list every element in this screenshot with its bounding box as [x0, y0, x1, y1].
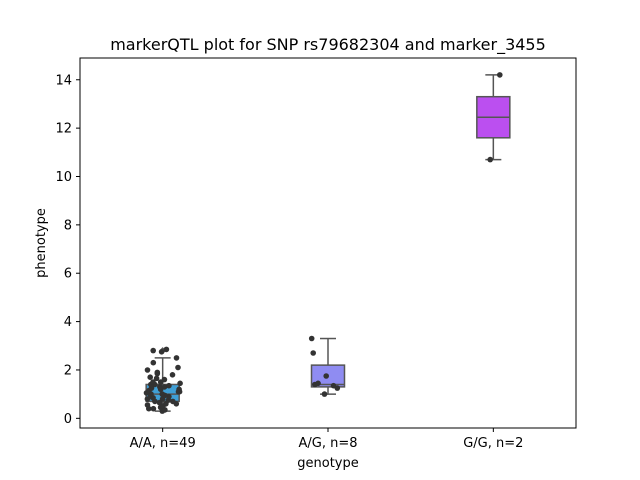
y-tick-label: 2 — [64, 363, 72, 378]
data-point — [315, 380, 321, 387]
data-point — [323, 373, 330, 379]
data-point — [157, 384, 163, 390]
data-point — [169, 372, 176, 378]
data-point — [153, 375, 160, 382]
y-tick-label: 10 — [55, 170, 72, 185]
data-point — [150, 405, 157, 412]
data-point — [161, 384, 168, 390]
box-group — [476, 74, 511, 161]
data-point — [321, 391, 328, 397]
data-point — [166, 382, 172, 389]
data-point — [147, 374, 153, 381]
data-point — [175, 364, 181, 371]
data-point — [310, 350, 317, 356]
data-point — [150, 359, 157, 366]
data-point — [150, 347, 156, 354]
data-point — [163, 346, 170, 353]
data-point — [497, 72, 503, 78]
strip-points — [487, 72, 503, 163]
y-axis-label: phenotype — [34, 208, 49, 278]
data-point — [487, 156, 494, 163]
data-point — [154, 369, 161, 376]
x-tick-label: A/A, n=49 — [130, 436, 196, 451]
y-tick-label: 8 — [64, 218, 72, 233]
plot-content — [143, 72, 511, 414]
strip-points — [143, 346, 183, 414]
y-axis: 0 2 4 6 8 10 12 14 — [55, 73, 80, 427]
data-point — [308, 335, 315, 342]
y-tick-label: 12 — [55, 122, 72, 137]
data-point — [173, 355, 180, 361]
x-tick-label: G/G, n=2 — [463, 436, 523, 451]
strip-points — [308, 335, 341, 397]
y-tick-label: 6 — [64, 267, 72, 282]
data-point — [150, 379, 156, 385]
x-axis: A/A, n=49 A/G, n=8 G/G, n=2 — [130, 428, 523, 451]
data-point — [144, 402, 151, 408]
data-point — [161, 376, 168, 383]
data-point — [177, 380, 183, 387]
y-tick-label: 0 — [64, 412, 72, 427]
y-tick-label: 4 — [64, 315, 72, 330]
data-point — [170, 398, 176, 405]
chart-title: markerQTL plot for SNP rs79682304 and ma… — [110, 35, 546, 55]
data-point — [176, 386, 182, 393]
data-point — [144, 367, 151, 373]
x-tick-label: A/G, n=8 — [298, 436, 357, 451]
data-point — [159, 391, 165, 397]
x-axis-label: genotype — [297, 456, 358, 471]
y-tick-label: 14 — [55, 73, 72, 88]
data-point — [158, 349, 165, 355]
data-point — [330, 382, 337, 389]
